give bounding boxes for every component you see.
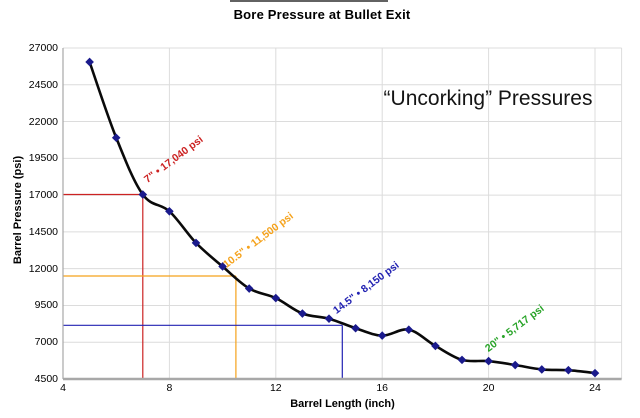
y-tick-label: 17000 (28, 189, 58, 202)
data-point-marker (351, 323, 360, 333)
data-point-marker (218, 262, 227, 271)
x-tick-label: 20 (482, 382, 495, 394)
y-tick-label: 24500 (28, 78, 58, 91)
data-point-marker (324, 314, 334, 323)
data-point-marker (377, 331, 387, 340)
x-axis-title: Barrel Length (inch) (290, 398, 395, 410)
y-tick-label: 19500 (28, 152, 58, 165)
overlay-annotation: “Uncorking” Pressures (383, 87, 593, 110)
data-point-marker (244, 284, 254, 293)
y-tick-label: 9500 (34, 299, 58, 312)
data-point-marker (111, 133, 121, 143)
x-tick-label: 8 (166, 382, 173, 394)
y-tick-label: 22000 (28, 115, 58, 128)
data-point-marker (564, 365, 573, 375)
y-tick-label: 12000 (28, 262, 58, 275)
data-point-marker (590, 368, 600, 378)
x-tick-label: 12 (269, 382, 282, 394)
x-tick-label: 16 (376, 382, 389, 394)
chart-title: Bore Pressure at Bullet Exit (233, 7, 411, 22)
cropped-edge-artifact (230, 0, 388, 2)
y-tick-label: 14500 (28, 225, 58, 238)
y-tick-label: 27000 (28, 42, 58, 54)
data-point-marker (510, 360, 520, 370)
data-point-marker (404, 325, 414, 335)
data-point-marker (537, 365, 547, 374)
data-point-marker (431, 341, 440, 351)
x-tick-label: 24 (589, 382, 601, 394)
data-point-marker (271, 293, 281, 303)
data-point-marker (298, 309, 307, 318)
data-point-marker (165, 206, 174, 216)
data-point-marker (138, 190, 148, 199)
x-tick-label: 4 (60, 382, 66, 394)
y-tick-label: 4500 (34, 373, 58, 385)
data-point-marker (85, 57, 94, 67)
data-point-marker (457, 355, 467, 365)
data-point-marker (484, 356, 493, 366)
y-tick-label: 7000 (34, 336, 58, 349)
data-point-marker (191, 238, 201, 248)
